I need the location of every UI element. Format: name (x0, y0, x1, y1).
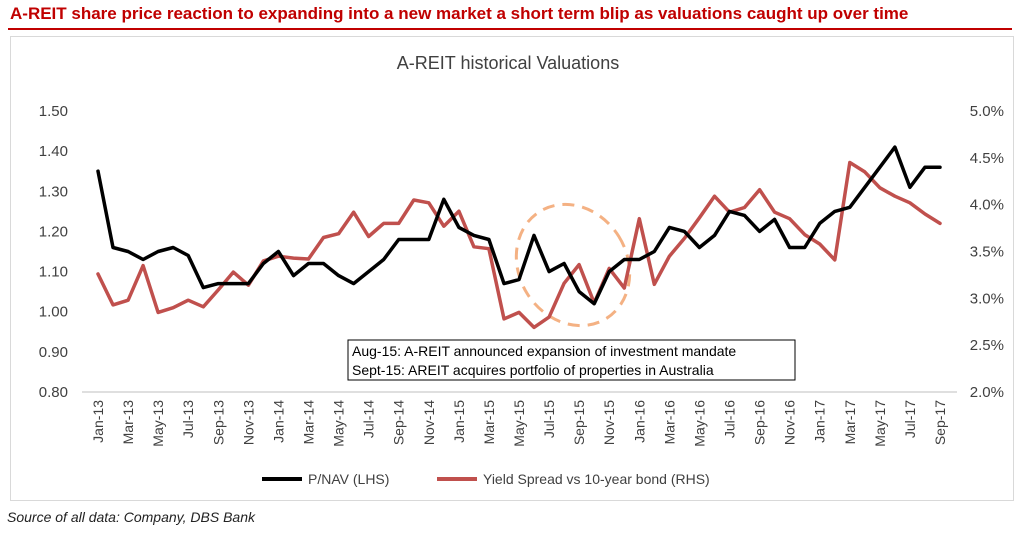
annotation-box: Aug-15: A-REIT announced expansion of in… (347, 339, 796, 381)
x-tick-label: Jul-13 (180, 400, 196, 438)
x-tick-label: Jan-17 (812, 400, 828, 443)
x-tick-label: Nov-16 (782, 400, 798, 445)
source-note: Source of all data: Company, DBS Bank (7, 509, 255, 525)
x-tick-label: Jul-14 (361, 400, 377, 438)
x-tick-label: Jul-15 (541, 400, 557, 438)
left-tick-label: 1.50 (39, 103, 68, 120)
x-tick-label: Jul-16 (722, 400, 738, 438)
highlight-ellipse (514, 202, 632, 328)
x-tick-label: Jan-14 (270, 400, 286, 443)
right-tick-label: 4.0% (970, 197, 1004, 214)
x-tick-label: Jan-13 (90, 400, 106, 443)
x-tick-label: Sep-16 (752, 400, 768, 445)
x-tick-label: Mar-14 (301, 400, 317, 445)
x-tick-label: Jan-16 (631, 400, 647, 443)
left-tick-label: 1.30 (39, 183, 68, 200)
left-tick-label: 0.90 (39, 344, 68, 361)
x-tick-label: Jan-15 (451, 400, 467, 443)
x-tick-label: Sep-15 (571, 400, 587, 445)
x-tick-label: Mar-13 (120, 400, 136, 445)
x-tick-label: May-16 (691, 400, 707, 447)
right-tick-label: 3.0% (970, 290, 1004, 307)
legend-label-pnav: P/NAV (LHS) (308, 471, 389, 487)
left-tick-label: 0.80 (39, 384, 68, 401)
x-tick-label: Sep-14 (391, 400, 407, 445)
x-tick-label: Sep-17 (932, 400, 948, 445)
x-tick-label: Mar-16 (661, 400, 677, 445)
pnav-line (96, 145, 942, 306)
right-tick-label: 2.5% (970, 337, 1004, 354)
x-tick-label: Mar-17 (842, 400, 858, 445)
x-tick-label: Nov-15 (601, 400, 617, 445)
headline: A-REIT share price reaction to expanding… (10, 4, 909, 23)
annotation-line-1: Aug-15: A-REIT announced expansion of in… (352, 343, 736, 359)
legend-label-yield: Yield Spread vs 10-year bond (RHS) (483, 471, 710, 487)
headline-rule (8, 28, 1012, 30)
right-axis: 2.0% 2.5% 3.0% 3.5% 4.0% 4.5% 5.0% (970, 103, 1004, 401)
annotation-box-frame (347, 339, 796, 381)
x-tick-label: May-15 (511, 400, 527, 447)
right-tick-label: 4.5% (970, 150, 1004, 167)
x-tick-label: Mar-15 (481, 400, 497, 445)
x-tick-label: May-13 (150, 400, 166, 447)
x-tick-label: Nov-14 (421, 400, 437, 445)
right-tick-label: 2.0% (970, 384, 1004, 401)
right-tick-label: 5.0% (970, 103, 1004, 120)
x-tick-label: Jul-17 (902, 400, 918, 438)
right-tick-label: 3.5% (970, 244, 1004, 261)
x-tick-label: Sep-13 (210, 400, 226, 445)
left-axis: 0.80 0.90 1.00 1.10 1.20 1.30 1.40 1.50 (39, 103, 68, 401)
annotation-line-2: Sept-15: AREIT acquires portfolio of pro… (352, 362, 714, 378)
left-tick-label: 1.40 (39, 143, 68, 160)
x-axis: Jan-13 Mar-13 May-13 Jul-13 Sep-13 Nov-13 Jan-… (90, 400, 948, 447)
left-tick-label: 1.10 (39, 264, 68, 281)
left-tick-label: 1.20 (39, 223, 68, 240)
x-tick-label: Nov-13 (240, 400, 256, 445)
chart-frame (10, 36, 1014, 501)
chart-title: A-REIT historical Valuations (397, 53, 619, 73)
plot-lines (96, 145, 942, 330)
x-tick-label: May-14 (331, 400, 347, 447)
x-tick-label: May-17 (872, 400, 888, 447)
yield-spread-line (96, 160, 942, 330)
legend: P/NAV (LHS) Yield Spread vs 10-year bond… (262, 471, 710, 487)
left-tick-label: 1.00 (39, 304, 68, 321)
